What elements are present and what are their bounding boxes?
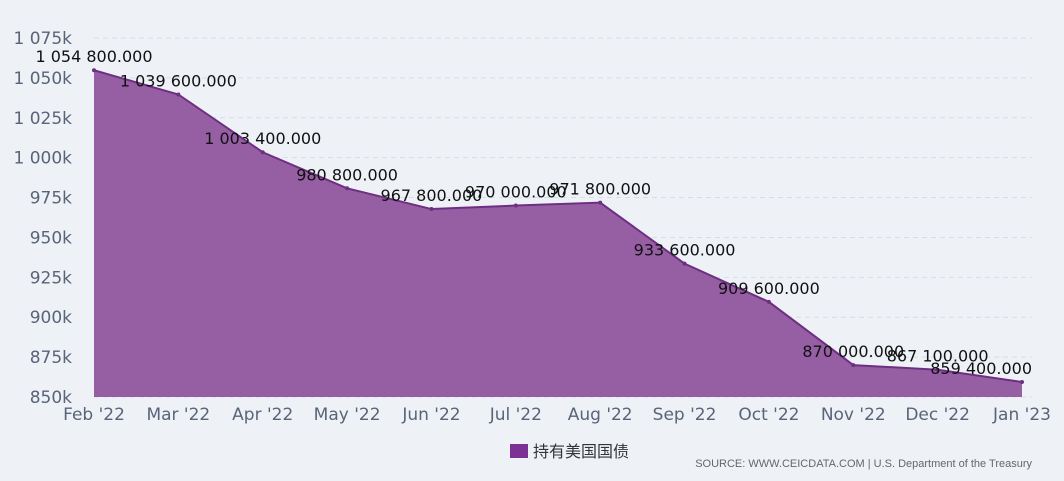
data-labels: 1 054 800.000 1 039 600.000 1 003 400.000 9… [35, 47, 1032, 378]
series-line [93, 69, 1023, 383]
x-tick-label: Oct '22 [738, 405, 799, 425]
y-tick-label: 1 075k [13, 29, 72, 49]
x-tick-label: Aug '22 [568, 405, 633, 425]
x-tick-label: Jun '22 [401, 405, 460, 425]
y-tick-label: 925k [30, 268, 72, 288]
x-axis: Feb '22 Mar '22 Apr '22 May '22 Jun '22 Jul '… [63, 405, 1051, 425]
y-axis: 850k 875k 900k 925k 950k 975k 1 000k 1 025k 1 05… [13, 29, 72, 408]
x-tick-label: May '22 [314, 405, 381, 425]
data-point[interactable] [92, 68, 96, 73]
data-point[interactable] [429, 207, 434, 212]
data-label: 933 600.000 [634, 241, 736, 260]
data-point[interactable] [766, 299, 771, 304]
x-tick-label: Sep '22 [653, 405, 717, 425]
data-point[interactable] [513, 203, 518, 208]
data-point[interactable] [176, 92, 181, 97]
y-tick-label: 850k [30, 388, 72, 408]
data-label: 859 400.000 [930, 359, 1032, 378]
x-tick-label: Feb '22 [63, 405, 125, 425]
data-label: 970 000.000 [465, 183, 567, 202]
data-point[interactable] [598, 200, 603, 205]
x-tick-label: Jul '22 [489, 405, 542, 425]
legend[interactable]: 持有美国国债 [510, 442, 629, 461]
y-tick-label: 1 025k [13, 109, 72, 129]
y-tick-label: 1 050k [13, 69, 72, 89]
y-tick-label: 950k [30, 228, 72, 248]
data-point[interactable] [851, 363, 856, 368]
data-label: 1 039 600.000 [120, 71, 237, 90]
y-tick-label: 875k [30, 348, 72, 368]
x-tick-label: Dec '22 [905, 405, 970, 425]
y-tick-label: 900k [30, 308, 72, 328]
data-label: 867 100.000 [887, 347, 989, 366]
data-point[interactable] [935, 367, 940, 372]
data-point[interactable] [682, 261, 687, 266]
x-tick-label: Apr '22 [232, 405, 293, 425]
data-label: 1 003 400.000 [204, 129, 321, 148]
data-label: 1 054 800.000 [35, 47, 152, 66]
area-fill [94, 70, 1022, 397]
data-label: 909 600.000 [718, 279, 820, 298]
source-note: SOURCE: WWW.CEICDATA.COM | U.S. Departme… [695, 458, 1032, 470]
legend-swatch [510, 444, 528, 458]
y-tick-label: 1 000k [13, 149, 72, 169]
data-label: 967 800.000 [381, 186, 483, 205]
x-tick-label: Jan '23 [992, 405, 1051, 425]
data-label: 870 000.000 [802, 342, 904, 361]
data-label: 971 800.000 [549, 180, 651, 199]
data-point[interactable] [345, 186, 350, 191]
area-series [92, 68, 1024, 397]
data-point[interactable] [260, 150, 265, 155]
data-point[interactable] [1020, 380, 1024, 385]
x-tick-label: Mar '22 [146, 405, 210, 425]
y-tick-label: 975k [30, 189, 72, 209]
x-tick-label: Nov '22 [821, 405, 886, 425]
legend-label: 持有美国国债 [533, 442, 629, 461]
data-label: 980 800.000 [296, 165, 398, 184]
